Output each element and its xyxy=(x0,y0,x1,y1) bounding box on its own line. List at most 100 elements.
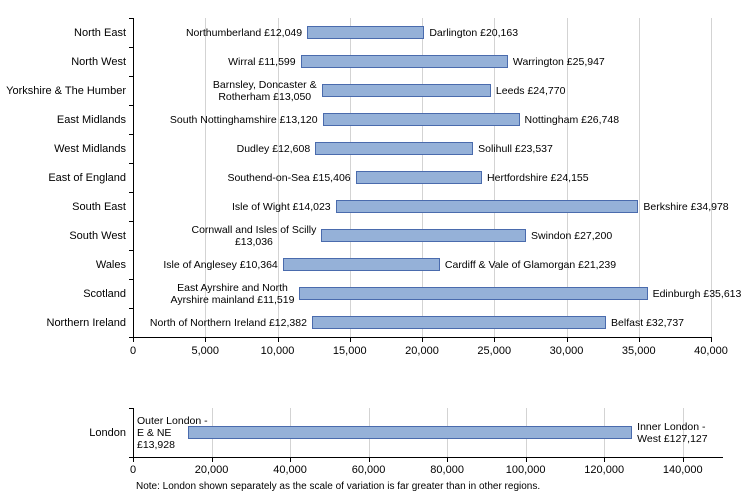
bar-high-label: Hertfordshire £24,155 xyxy=(487,172,589,184)
bar-low-label-line: Outer London - xyxy=(137,414,208,427)
bar-low-label: Southend-on-Sea £15,406 xyxy=(227,172,350,184)
category-label: North East xyxy=(74,26,126,39)
bar-low-label: Barnsley, Doncaster & Rotherham £13,050 xyxy=(213,79,317,103)
category-label: West Midlands xyxy=(54,142,126,155)
x-tick-label: 25,000 xyxy=(477,345,512,357)
value-axis-line xyxy=(133,457,723,458)
range-bar xyxy=(299,287,648,300)
range-bar xyxy=(321,84,491,97)
range-bar xyxy=(335,200,639,213)
bar-low-label: South Nottinghamshire £13,120 xyxy=(170,114,318,126)
gridline xyxy=(638,18,640,337)
bar-low-label-line: £13,036 xyxy=(234,235,273,248)
x-axis-tick xyxy=(604,458,606,462)
bar-low-label-line: Cornwall and Isles of Scilly xyxy=(191,223,317,236)
x-tick-label: 0 xyxy=(129,345,137,357)
bar-low-label: Outer London -E & NE £13,928 xyxy=(137,415,208,451)
x-axis-tick xyxy=(277,338,279,342)
bar-high-label: Nottingham £26,748 xyxy=(525,114,620,126)
x-tick-label: 35,000 xyxy=(621,345,656,357)
category-axis-tick xyxy=(129,408,133,409)
bar-low-label-line: Dudley £12,608 xyxy=(236,142,311,155)
bar-high-label-line: West £127,127 xyxy=(637,432,708,445)
bar-high-label-line: Warrington £25,947 xyxy=(512,55,605,68)
x-axis-tick xyxy=(494,338,496,342)
category-label: Scotland xyxy=(83,287,126,300)
bar-high-label-line: Darlington £20,163 xyxy=(429,26,519,39)
category-label: North West xyxy=(71,55,126,68)
category-label: East Midlands xyxy=(56,113,126,126)
gridline xyxy=(349,18,351,337)
bar-high-label-line: Belfast £32,737 xyxy=(611,316,685,329)
bar-high-label-line: Cardiff & Vale of Glamorgan £21,239 xyxy=(444,258,617,271)
bar-low-label-line: South Nottinghamshire £13,120 xyxy=(169,113,318,126)
bar-low-label-line: £13,928 xyxy=(137,438,175,451)
range-bar xyxy=(187,426,633,439)
category-axis-tick xyxy=(129,192,133,193)
category-label: Yorkshire & The Humber xyxy=(6,84,126,97)
bar-low-label-line: Ayrshire mainland £11,519 xyxy=(170,293,295,306)
category-axis-tick xyxy=(129,134,133,135)
x-axis-tick xyxy=(422,338,423,342)
category-label: Northern Ireland xyxy=(46,316,127,329)
x-tick-label: 40,000 xyxy=(694,345,728,357)
bar-high-label: Solihull £23,537 xyxy=(478,143,553,155)
x-axis-tick xyxy=(447,458,449,462)
x-tick-label: 100,000 xyxy=(505,464,546,476)
category-label: Wales xyxy=(95,258,126,271)
bar-high-label-line: Leeds £24,770 xyxy=(495,84,566,97)
bar-low-label-line: North of Northern Ireland £12,382 xyxy=(149,316,307,329)
bar-low-label-line: Isle of Anglesey £10,364 xyxy=(163,258,278,271)
range-bar xyxy=(311,316,607,329)
london-note: Note: London shown separately as the sca… xyxy=(136,481,541,492)
bar-low-label: Isle of Wight £14,023 xyxy=(232,201,331,213)
category-axis-tick xyxy=(129,47,133,48)
category-axis-tick xyxy=(129,163,133,164)
bar-high-label: Belfast £32,737 xyxy=(611,317,684,329)
bar-high-label: Darlington £20,163 xyxy=(429,27,518,39)
range-bar xyxy=(315,142,474,155)
bar-low-label: Wirral £11,599 xyxy=(228,56,296,68)
x-tick-label: 30,000 xyxy=(549,345,584,357)
bar-low-label-line: Isle of Wight £14,023 xyxy=(231,200,331,213)
category-axis-tick xyxy=(129,221,133,222)
category-axis-tick xyxy=(129,250,133,251)
bar-high-label: Warrington £25,947 xyxy=(513,56,605,68)
gridline xyxy=(277,18,279,337)
bar-low-label-line: Southend-on-Sea £15,406 xyxy=(227,171,351,184)
x-axis-tick xyxy=(525,458,527,462)
x-axis-tick xyxy=(349,338,351,342)
range-bar xyxy=(307,26,425,39)
category-axis-line xyxy=(133,408,134,458)
bar-low-label: East Ayrshire and North Ayrshire mainland… xyxy=(171,282,295,306)
category-axis-tick xyxy=(129,308,133,309)
x-axis-tick xyxy=(682,458,684,462)
x-tick-label: 80,000 xyxy=(430,464,464,476)
bar-high-label-line: Berkshire £34,978 xyxy=(643,200,729,213)
x-tick-label: 0 xyxy=(129,464,137,476)
x-axis-tick xyxy=(368,458,370,462)
bar-high-label: Swindon £27,200 xyxy=(531,230,612,242)
range-bar xyxy=(300,55,508,68)
gridline xyxy=(566,18,568,337)
x-tick-label: 140,000 xyxy=(662,464,703,476)
x-axis-tick xyxy=(205,338,207,342)
gridline xyxy=(682,408,684,457)
x-axis-tick xyxy=(566,338,568,342)
x-tick-label: 60,000 xyxy=(351,464,386,476)
x-tick-label: 120,000 xyxy=(584,464,625,476)
bar-low-label: Dudley £12,608 xyxy=(237,143,311,155)
range-bar xyxy=(321,229,527,242)
x-tick-label: 20,000 xyxy=(405,345,439,357)
bar-low-label-line: Northumberland £12,049 xyxy=(185,26,303,39)
bar-low-label: Northumberland £12,049 xyxy=(186,27,302,39)
x-axis-tick xyxy=(133,338,134,342)
category-axis-tick xyxy=(129,337,133,338)
range-bar xyxy=(322,113,520,126)
x-axis-tick xyxy=(290,458,292,462)
category-axis-tick xyxy=(129,76,133,77)
x-tick-label: 15,000 xyxy=(332,345,367,357)
